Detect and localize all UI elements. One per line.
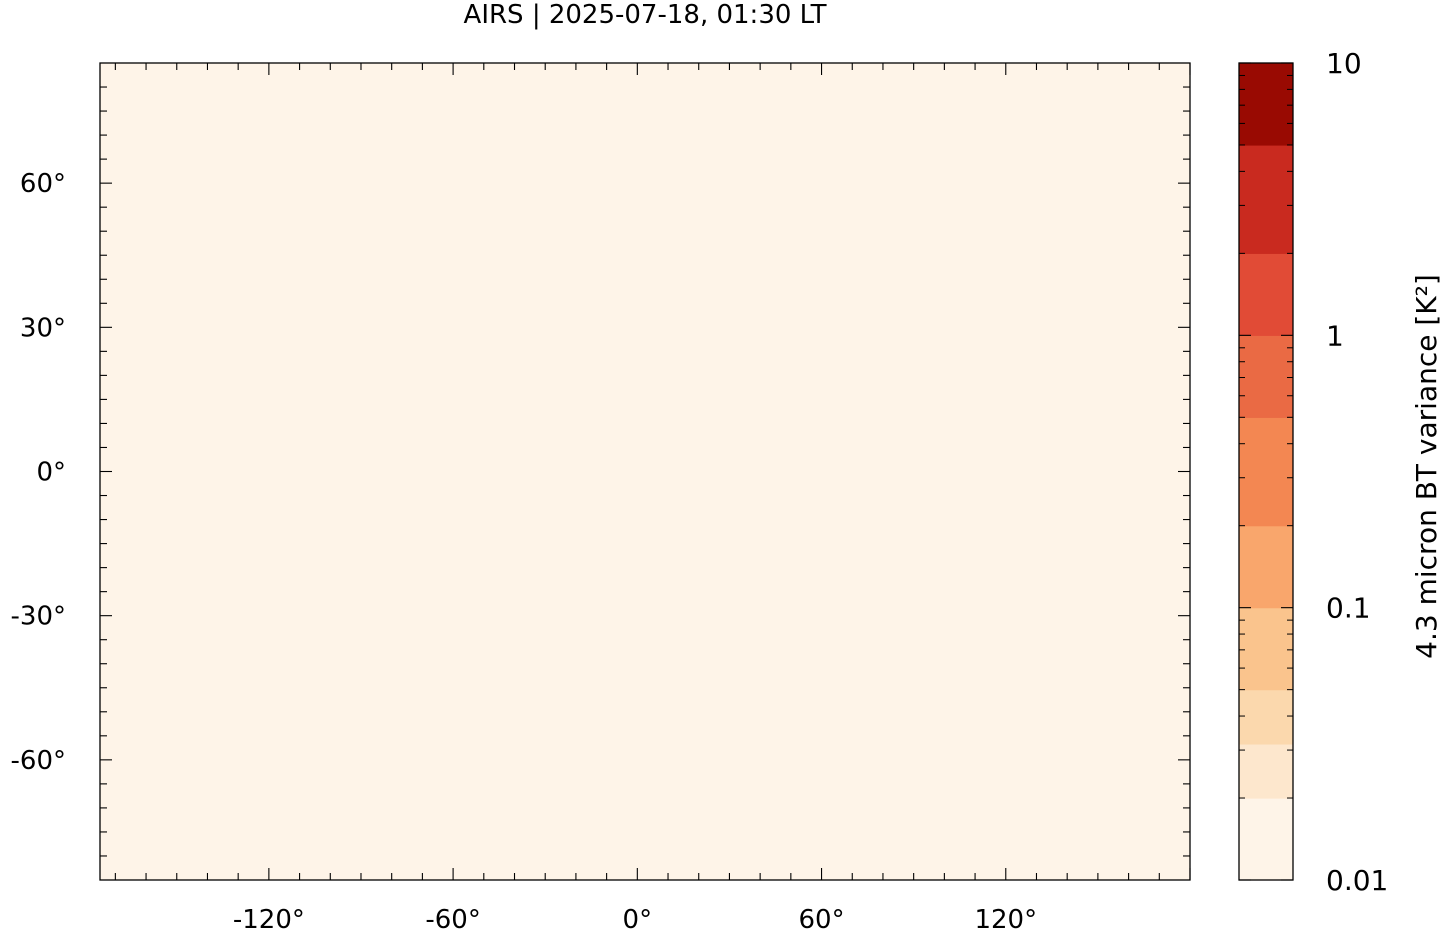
- chart-title: AIRS | 2025-07-18, 01:30 LT: [463, 0, 827, 30]
- colorbar-segment: [1239, 144, 1293, 254]
- colorbar-segment: [1239, 253, 1293, 336]
- colorbar-tick-label: 0.01: [1326, 864, 1388, 897]
- y-tick-label: 0°: [36, 458, 66, 488]
- colorbar-segment: [1239, 63, 1293, 146]
- x-tick-label: 120°: [974, 905, 1037, 930]
- x-tick-label: 60°: [799, 905, 845, 930]
- colorbar-label: 4.3 micron BT variance [K²]: [1410, 274, 1442, 659]
- axis-ticks: [100, 63, 1191, 880]
- colorbar-frame: [1238, 62, 1294, 881]
- field-background: [100, 63, 1190, 880]
- colorbar-segment: [1239, 607, 1293, 691]
- colorbar-segment: [1239, 798, 1293, 881]
- y-tick-label: 60°: [20, 169, 66, 199]
- y-tick-label: -30°: [11, 602, 66, 632]
- colorbar-tick-label: 1: [1326, 319, 1344, 352]
- y-tick-label: -60°: [11, 746, 66, 776]
- y-tick-label: 30°: [20, 313, 66, 343]
- colorbar: 10 1 0.1 0.01 4.3 micron BT variance [K²]: [1238, 47, 1442, 897]
- colorbar-tick-label: 10: [1326, 47, 1362, 80]
- colorbar-segment: [1239, 525, 1293, 609]
- x-tick-label: -120°: [233, 905, 305, 930]
- colorbar-segment: [1239, 689, 1293, 745]
- x-tick-label: -60°: [425, 905, 480, 930]
- colorbar-segment: [1239, 743, 1293, 799]
- colorbar-tick-label: 0.1: [1326, 592, 1371, 625]
- colorbar-segment: [1239, 335, 1293, 418]
- colorbar-segment: [1239, 417, 1293, 527]
- x-tick-label: 0°: [623, 905, 653, 930]
